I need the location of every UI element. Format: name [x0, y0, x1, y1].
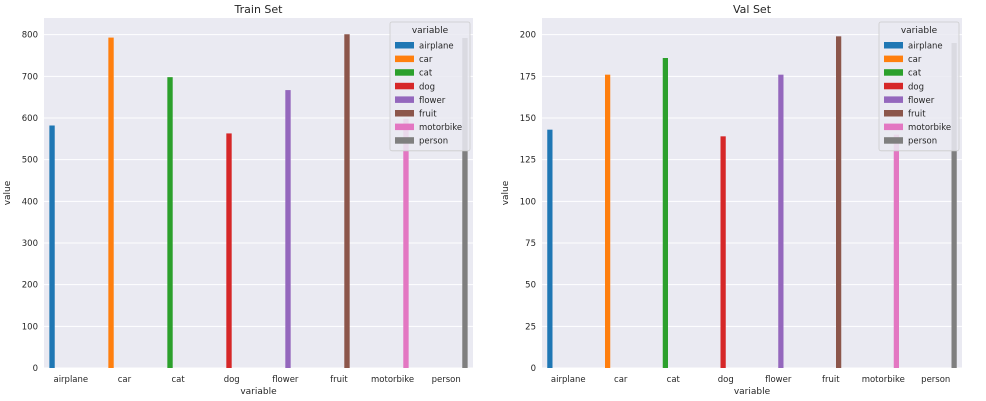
legend: variable airplane car cat dog flower fruit moto…: [389, 21, 471, 152]
bar-fruit: [344, 34, 350, 368]
legend-label-airplane: airplane: [419, 42, 454, 52]
x-tick-label: flower: [272, 375, 299, 385]
legend-label-flower: flower: [908, 96, 935, 106]
y-tick-label: 200: [22, 281, 38, 291]
bar-airplane: [49, 125, 55, 368]
legend-swatch-person: [884, 137, 903, 144]
legend-label-person: person: [419, 137, 448, 147]
bar-fruit: [836, 36, 842, 368]
legend-title: variable: [901, 26, 938, 36]
legend: variable airplane car cat dog flower fruit moto…: [878, 21, 960, 152]
y-tick-label: 500: [22, 156, 38, 166]
legend-swatch-flower: [884, 96, 903, 103]
legend-title: variable: [412, 26, 449, 36]
legend-swatch-airplane: [395, 42, 414, 49]
bar-person: [951, 43, 957, 368]
legend-swatch-person: [395, 137, 414, 144]
x-tick-label: dog: [224, 375, 240, 385]
bar-dog: [226, 133, 232, 368]
bar-flower: [778, 74, 784, 369]
legend-label-airplane: airplane: [908, 42, 943, 52]
legend-label-dog: dog: [419, 82, 435, 92]
legend-label-car: car: [419, 55, 433, 65]
bar-car: [108, 37, 114, 368]
legend-swatch-fruit: [395, 110, 414, 117]
bar-person: [462, 38, 468, 368]
x-tick-label: airplane: [53, 375, 88, 385]
legend-swatch-airplane: [884, 42, 903, 49]
y-tick-label: 100: [22, 322, 38, 332]
legend-label-car: car: [908, 55, 922, 65]
y-tick-label: 400: [22, 197, 38, 207]
y-axis-label: value: [3, 180, 13, 205]
y-tick-label: 300: [22, 239, 38, 249]
legend-label-dog: dog: [908, 82, 924, 92]
y-tick-label: 25: [525, 322, 536, 332]
y-tick-label: 125: [520, 156, 536, 166]
y-tick-label: 150: [520, 114, 536, 124]
x-tick-label: dog: [718, 375, 734, 385]
x-tick-label: flower: [765, 375, 792, 385]
legend-swatch-flower: [395, 96, 414, 103]
y-tick-label: 0: [33, 364, 38, 374]
bar-airplane: [547, 129, 553, 368]
bar-flower: [285, 90, 291, 368]
y-tick-label: 50: [525, 281, 536, 291]
legend-label-fruit: fruit: [419, 110, 437, 120]
bar-car: [605, 74, 611, 369]
x-tick-label: cat: [171, 375, 185, 385]
legend-swatch-cat: [395, 69, 414, 76]
y-tick-label: 100: [520, 197, 536, 207]
x-tick-label: person: [921, 375, 950, 385]
legend-swatch-fruit: [884, 110, 903, 117]
legend-swatch-cat: [884, 69, 903, 76]
bar-cat: [662, 58, 668, 368]
x-tick-label: car: [614, 375, 628, 385]
bar-motorbike: [403, 118, 409, 368]
x-tick-label: fruit: [822, 375, 840, 385]
legend-swatch-motorbike: [884, 123, 903, 131]
bar-dog: [720, 136, 726, 368]
y-tick-label: 175: [520, 72, 536, 82]
legend-swatch-car: [395, 55, 414, 63]
legend-label-motorbike: motorbike: [908, 123, 951, 133]
legend-swatch-motorbike: [395, 123, 414, 131]
legend-label-person: person: [908, 137, 937, 147]
legend-box: [878, 21, 960, 152]
y-tick-label: 0: [531, 364, 536, 374]
x-tick-label: car: [118, 375, 132, 385]
legend-swatch-car: [884, 55, 903, 63]
legend-label-cat: cat: [419, 69, 433, 79]
legend-label-cat: cat: [908, 69, 922, 79]
legend-swatch-dog: [884, 82, 903, 90]
y-tick-label: 600: [22, 114, 38, 124]
y-tick-label: 800: [22, 31, 38, 41]
chart-title: Val Set: [733, 3, 772, 16]
chart-title: Train Set: [234, 3, 284, 16]
bar-motorbike: [893, 134, 899, 368]
y-tick-label: 700: [22, 72, 38, 82]
val-set-chart: 0 25 50 75 100 125 150 175 200 airplane car cat dog f…: [501, 3, 962, 397]
legend-label-flower: flower: [419, 96, 446, 106]
x-axis-label: variable: [734, 387, 771, 397]
y-tick-label: 75: [525, 239, 536, 249]
train-set-chart: 0 100 200 300 400 500 600 700 800 airplane car cat d…: [3, 3, 473, 397]
x-tick-label: motorbike: [371, 375, 414, 385]
x-axis-label: variable: [240, 387, 277, 397]
x-tick-label: fruit: [330, 375, 348, 385]
y-tick-label: 200: [520, 31, 536, 41]
x-tick-label: motorbike: [862, 375, 905, 385]
legend-swatch-dog: [395, 82, 414, 90]
bar-cat: [167, 77, 173, 369]
x-tick-label: cat: [667, 375, 681, 385]
y-axis-label: value: [501, 180, 511, 205]
x-tick-label: person: [432, 375, 461, 385]
x-tick-label: airplane: [551, 375, 586, 385]
legend-box: [389, 21, 471, 152]
legend-label-motorbike: motorbike: [419, 123, 462, 133]
legend-label-fruit: fruit: [908, 110, 926, 120]
